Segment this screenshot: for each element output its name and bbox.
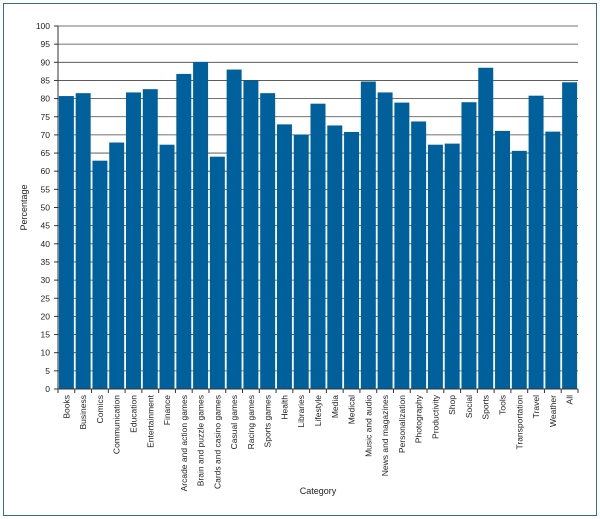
y-tick-label: 75 — [41, 112, 51, 122]
y-tick-label: 20 — [41, 311, 51, 321]
bar — [310, 103, 326, 389]
y-tick-label: 65 — [41, 148, 51, 158]
x-tick-label: Entertainment — [145, 394, 155, 448]
x-tick-label: Weather — [548, 395, 558, 427]
x-tick-label: Arcade and action games — [179, 395, 189, 491]
bar — [125, 92, 141, 389]
x-tick-label: Transportation — [514, 395, 524, 450]
bar — [528, 95, 544, 390]
y-tick-label: 85 — [41, 75, 51, 85]
y-tick-label: 0 — [45, 384, 50, 394]
y-tick-label: 80 — [41, 94, 51, 104]
x-tick-label: Tools — [498, 395, 508, 415]
y-tick-label: 50 — [41, 203, 51, 213]
y-tick-label: 40 — [41, 239, 51, 249]
y-tick-label: 30 — [41, 275, 51, 285]
bar — [562, 82, 578, 389]
bar — [75, 93, 91, 389]
bar — [511, 150, 527, 389]
x-axis-title: Category — [300, 486, 337, 496]
x-tick-label: Racing games — [246, 395, 256, 449]
bar — [427, 144, 443, 389]
chart-frame — [3, 3, 597, 516]
x-tick-label: Lifestyle — [313, 395, 323, 426]
bar — [176, 73, 192, 389]
bar — [142, 89, 158, 390]
y-tick-label: 70 — [41, 130, 51, 140]
y-tick-label: 45 — [41, 221, 51, 231]
bar — [276, 124, 292, 390]
x-tick-label: Sports games — [263, 395, 273, 447]
x-tick-label: Medical — [347, 395, 357, 424]
bar — [360, 81, 376, 389]
bars — [58, 61, 578, 390]
x-tick-label: All — [565, 395, 575, 405]
x-tick-label: Brain and puzzle games — [196, 395, 206, 486]
bar — [243, 80, 259, 389]
bar — [478, 67, 494, 390]
bar — [545, 131, 561, 389]
x-tick-label: Shop — [447, 395, 457, 415]
bar — [260, 93, 276, 389]
y-tick-label: 95 — [41, 39, 51, 49]
y-tick-label: 15 — [41, 330, 51, 340]
x-tick-label: Libraries — [296, 395, 306, 428]
y-axis-title: Percentage — [19, 184, 29, 230]
bar — [209, 156, 225, 389]
x-tick-label: Comics — [95, 395, 105, 423]
x-tick-label: Finance — [162, 395, 172, 426]
x-tick-label: Communication — [112, 395, 122, 454]
y-tick-label: 60 — [41, 166, 51, 176]
x-tick-label: Education — [128, 395, 138, 433]
bar — [344, 131, 360, 389]
bar — [226, 69, 242, 389]
bar — [109, 142, 125, 389]
y-axis-ticks: 0 5 10 15 20 25 30 35 40 45 50 55 60 65 70 75 80 85 90 95 10… — [36, 21, 58, 394]
x-tick-label: Travel — [531, 395, 541, 418]
y-tick-label: 5 — [45, 366, 50, 376]
x-tick-label: Personalization — [397, 395, 407, 453]
bar — [461, 102, 477, 389]
bar — [394, 102, 410, 389]
bar — [327, 125, 343, 389]
bar — [444, 143, 460, 389]
x-tick-label: Sports — [481, 395, 491, 420]
bar — [58, 96, 74, 390]
bar — [159, 144, 175, 389]
x-tick-label: Cards and casino games — [212, 395, 222, 489]
y-tick-label: 55 — [41, 184, 51, 194]
y-tick-label: 25 — [41, 293, 51, 303]
x-tick-label: Photography — [414, 394, 424, 443]
y-tick-label: 35 — [41, 257, 51, 267]
bar — [377, 92, 393, 389]
y-tick-label: 90 — [41, 57, 51, 67]
x-axis-ticks: Books Business Comics Communication Educatio… — [57, 389, 579, 491]
bar — [411, 121, 427, 390]
x-tick-label: Books — [61, 395, 71, 419]
x-tick-label: Casual games — [229, 395, 239, 449]
y-tick-label: 100 — [36, 21, 50, 31]
bar — [293, 134, 309, 389]
x-tick-label: News and magazines — [380, 395, 390, 476]
bar — [92, 160, 108, 389]
y-tick-label: 10 — [41, 348, 51, 358]
x-tick-label: Productivity — [430, 394, 440, 439]
x-tick-label: Health — [279, 395, 289, 420]
bar — [495, 130, 511, 390]
x-tick-label: Business — [78, 395, 88, 430]
x-tick-label: Media — [330, 395, 340, 418]
bar — [193, 61, 209, 389]
x-tick-label: Music and audio — [363, 395, 373, 457]
x-tick-label: Social — [464, 395, 474, 418]
